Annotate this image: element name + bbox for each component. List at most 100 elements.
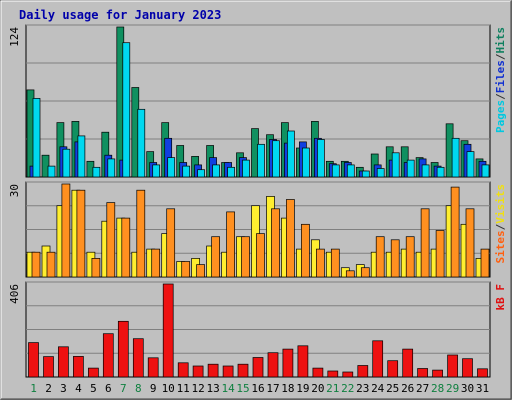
series-label-part: / [494, 223, 507, 230]
bar-sites [480, 248, 490, 278]
x-tick-label: 13 [206, 382, 219, 395]
bar-sites [360, 267, 370, 278]
bar-sites [61, 183, 71, 278]
bar-sites [390, 239, 400, 278]
bar-kb-f [447, 354, 458, 378]
bar-sites [121, 217, 131, 278]
series-label: Sites/Visits [494, 184, 507, 264]
bar-kb-f [43, 356, 54, 378]
series-label-part: / [494, 93, 507, 100]
bar-sites [211, 236, 220, 278]
bar-sites [226, 211, 235, 278]
x-tick-label: 10 [162, 382, 175, 395]
x-tick-label: 25 [386, 382, 399, 395]
bar-sites [46, 251, 56, 278]
x-tick-label: 1 [30, 382, 37, 395]
panel-sites-visits: 30 Sites/Visits [8, 181, 507, 278]
bar-pages [152, 164, 161, 178]
bar-pages [451, 137, 460, 178]
x-tick-label: 27 [416, 382, 429, 395]
bar-pages [182, 165, 191, 178]
bar-sites [465, 208, 475, 278]
bar-sites [76, 189, 86, 278]
bar-pages [137, 108, 146, 178]
x-tick-label: 28 [431, 382, 444, 395]
bar-sites [196, 264, 205, 278]
bar-kb-f [387, 360, 399, 378]
series-label-part: Hits [494, 27, 507, 54]
x-axis-labels: 1 2 3 4 5 6 7 8 9 10 11 12 13 14 15 16 17 18 19 20 21 22 23 24 2… [30, 382, 489, 395]
x-tick-label: 16 [251, 382, 264, 395]
series-label-part: / [494, 53, 507, 60]
bar-kb-f [417, 368, 428, 378]
x-tick-label: 15 [236, 382, 249, 395]
bar-sites [301, 223, 310, 278]
bar-pages [331, 164, 340, 178]
x-tick-label: 31 [476, 382, 489, 395]
bar-sites [330, 248, 340, 278]
bar-kb-f [192, 365, 204, 378]
bar-kb-f [88, 367, 99, 378]
bar-sites [405, 236, 415, 278]
bar-pages [257, 143, 265, 178]
bar-pages [212, 164, 220, 178]
bar-pages [391, 152, 400, 178]
bar-pages [302, 147, 310, 178]
bar-pages [406, 159, 415, 178]
series-label: kB F [494, 284, 507, 311]
x-tick-label: 19 [296, 382, 309, 395]
bar-sites [91, 258, 101, 278]
bar-kb-f [147, 357, 159, 378]
bar-kb-f [132, 338, 144, 378]
x-tick-label: 18 [281, 382, 294, 395]
bar-kb-f [462, 358, 473, 378]
bar-pages [287, 130, 295, 178]
bar-kb-f [372, 340, 384, 378]
bar-pages [481, 164, 490, 178]
bar-kb-f [102, 333, 114, 378]
bar-pages [346, 164, 355, 178]
bar-sites [375, 236, 385, 278]
bar-sites [166, 208, 176, 278]
bar-kb-f [222, 365, 234, 378]
bar-pages [122, 42, 131, 178]
bar-kb-f [58, 346, 69, 378]
bar-kb-f [252, 357, 264, 378]
x-tick-label: 12 [191, 382, 204, 395]
bar-pages [361, 170, 370, 178]
panel-kbf: 406 kB F [8, 281, 507, 378]
bar-kb-f [402, 348, 414, 378]
bar-pages [421, 164, 430, 178]
bar-kb-f [73, 356, 84, 378]
x-tick-label: 23 [356, 382, 369, 395]
bar-sites [286, 199, 295, 278]
x-tick-label: 5 [90, 382, 97, 395]
bar-sites [450, 186, 460, 278]
bar-pages [62, 148, 71, 178]
bar-kb-f [117, 320, 129, 378]
x-tick-label: 8 [135, 382, 142, 395]
bar-sites [271, 208, 280, 278]
bar-sites [256, 233, 265, 278]
x-tick-label: 3 [60, 382, 67, 395]
bar-pages [77, 135, 86, 178]
x-tick-label: 21 [326, 382, 339, 395]
bar-kb-f [162, 283, 174, 378]
bar-sites [435, 230, 445, 278]
bar-pages [92, 166, 101, 178]
bar-pages [272, 140, 280, 178]
bar-pages [436, 166, 445, 178]
bar-kb-f [282, 348, 294, 378]
bar-kb-f [312, 367, 324, 378]
bar-kb-f [28, 342, 39, 378]
bar-kb-f [237, 363, 249, 378]
bar-pages [167, 157, 176, 178]
bar-pages [376, 168, 385, 178]
bar-sites [316, 248, 325, 278]
series-label-part: Files [494, 60, 507, 93]
bar-pages [317, 139, 325, 178]
bar-sites [345, 270, 355, 278]
x-tick-label: 17 [266, 382, 279, 395]
